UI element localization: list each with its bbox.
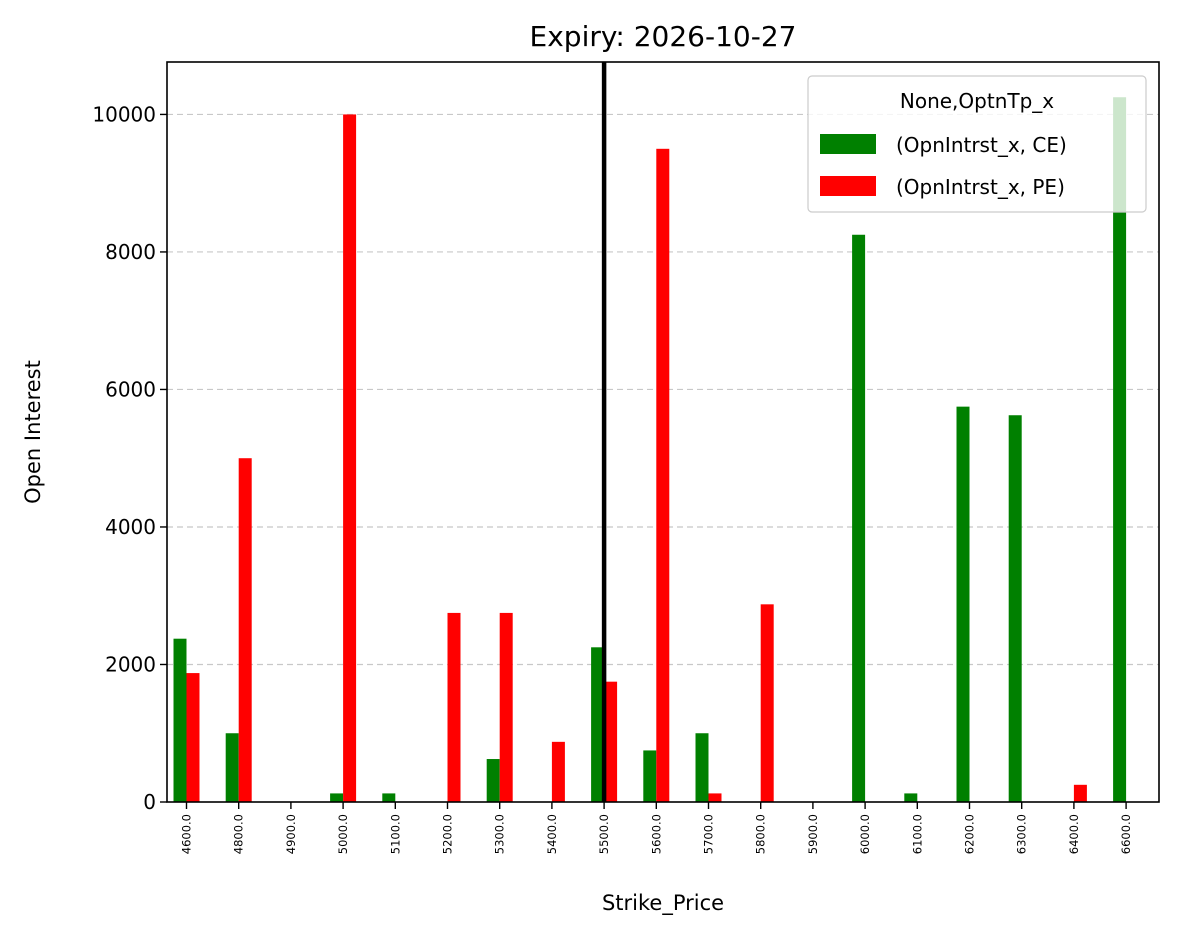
bar-ce bbox=[382, 793, 396, 802]
bar-ce bbox=[486, 759, 500, 802]
x-axis-label: Strike_Price bbox=[602, 891, 724, 916]
x-tick-label: 5800.0 bbox=[754, 814, 768, 854]
bar-pe bbox=[656, 148, 670, 803]
x-tick-label: 4600.0 bbox=[180, 814, 194, 854]
x-tick-label: 5100.0 bbox=[388, 814, 402, 854]
x-tick-label: 5200.0 bbox=[441, 814, 455, 854]
bar-pe bbox=[1073, 784, 1087, 802]
x-tick-label: 5600.0 bbox=[649, 814, 663, 854]
bars bbox=[173, 97, 1127, 803]
bar-ce bbox=[643, 750, 657, 802]
x-tick-label: 6600.0 bbox=[1119, 814, 1133, 854]
legend-swatch-pe bbox=[820, 176, 876, 196]
y-tick-label: 10000 bbox=[92, 102, 156, 126]
legend-label-pe: (OpnIntrst_x, PE) bbox=[896, 175, 1065, 199]
plot-frame bbox=[166, 61, 1160, 803]
bar-pe bbox=[708, 793, 722, 802]
x-tick-label: 6400.0 bbox=[1067, 814, 1081, 854]
x-tick-label: 6300.0 bbox=[1015, 814, 1029, 854]
y-tick-label: 4000 bbox=[105, 515, 156, 539]
bar-ce bbox=[591, 647, 605, 802]
x-tick-label: 6200.0 bbox=[963, 814, 977, 854]
x-tick-label: 5900.0 bbox=[806, 814, 820, 854]
bar-ce bbox=[330, 793, 344, 802]
x-tick-label: 6100.0 bbox=[910, 814, 924, 854]
legend-label-ce: (OpnIntrst_x, CE) bbox=[896, 133, 1067, 157]
legend-box bbox=[807, 75, 1147, 213]
bar-pe bbox=[238, 458, 252, 802]
bar-pe bbox=[499, 612, 513, 802]
bar-ce bbox=[173, 638, 187, 802]
bar-pe bbox=[343, 114, 357, 802]
legend-title: None,OptnTp_x bbox=[900, 89, 1054, 113]
bar-pe bbox=[604, 681, 618, 802]
bar-ce bbox=[225, 733, 239, 802]
x-tick-label: 6000.0 bbox=[858, 814, 872, 854]
bar-pe bbox=[760, 604, 774, 802]
y-axis-ticks: 0 2000 4000 6000 8000 10000 bbox=[92, 102, 167, 814]
bar-ce bbox=[695, 733, 709, 802]
bar-ce bbox=[956, 406, 970, 802]
bar-pe bbox=[186, 673, 200, 802]
bar-pe bbox=[551, 741, 565, 802]
x-tick-label: 5000.0 bbox=[336, 814, 350, 854]
legend: None,OptnTp_x (OpnIntrst_x, CE) (OpnIntr… bbox=[807, 75, 1147, 213]
bar-ce bbox=[1008, 415, 1022, 802]
chart-title: Expiry: 2026-10-27 bbox=[530, 20, 797, 53]
y-tick-label: 6000 bbox=[105, 377, 156, 401]
y-axis-label: Open Interest bbox=[21, 360, 45, 504]
x-axis-ticks: 4600.0 4800.0 4900.0 5000.0 5100.0 5200.0 5300… bbox=[180, 802, 1133, 854]
x-tick-label: 4900.0 bbox=[284, 814, 298, 854]
y-tick-label: 0 bbox=[143, 790, 156, 814]
x-tick-label: 5400.0 bbox=[545, 814, 559, 854]
x-tick-label: 5300.0 bbox=[493, 814, 507, 854]
bar-ce bbox=[852, 234, 866, 802]
x-tick-label: 5700.0 bbox=[702, 814, 716, 854]
y-tick-label: 8000 bbox=[105, 240, 156, 264]
x-tick-label: 4800.0 bbox=[232, 814, 246, 854]
legend-swatch-ce bbox=[820, 134, 876, 154]
bar-ce bbox=[904, 793, 918, 802]
x-tick-label: 5500.0 bbox=[597, 814, 611, 854]
y-tick-label: 2000 bbox=[105, 652, 156, 676]
bar-pe bbox=[447, 612, 461, 802]
bar-ce bbox=[1113, 97, 1127, 802]
